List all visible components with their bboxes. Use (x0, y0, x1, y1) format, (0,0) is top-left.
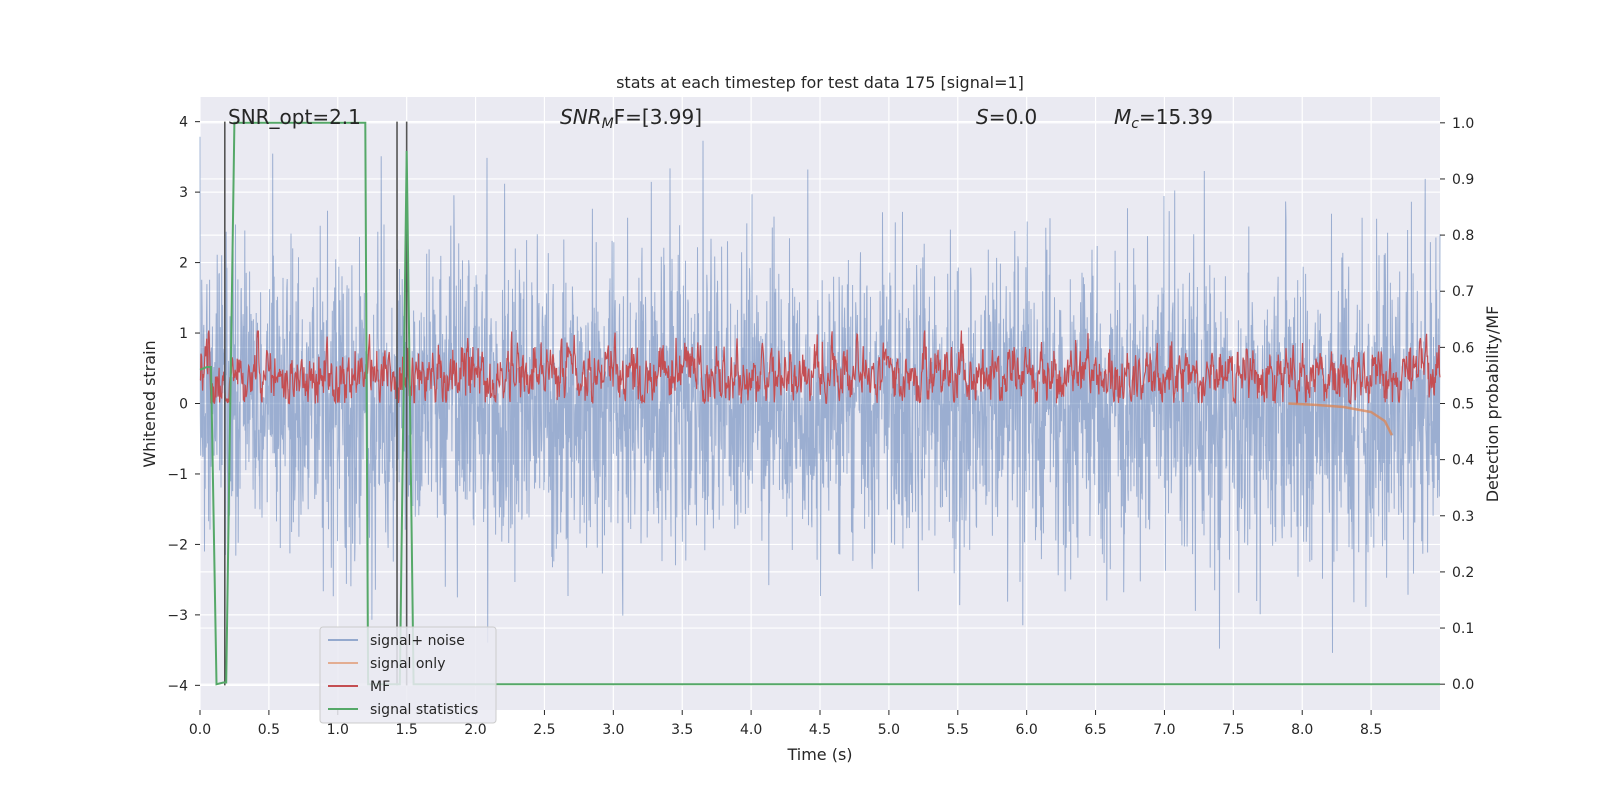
y-tick-label: 3 (179, 185, 188, 201)
legend: signal+ noise signal only MF signal stat… (319, 626, 497, 724)
legend-label-signal-only: signal only (370, 656, 445, 672)
x-tick-label: 8.0 (1291, 722, 1313, 738)
legend-label-signal-statistics: signal statistics (370, 702, 478, 718)
x-tick-label: 5.5 (947, 722, 969, 738)
y-tick-label: 0 (179, 397, 188, 413)
annotation-s-label: S (976, 105, 989, 129)
legend-label-mf: MF (370, 679, 390, 695)
annotation-snr-mf: SNRMF=[3.99] (560, 105, 702, 132)
annotation-snr-mf-label: SNR (560, 105, 602, 129)
line-signal-only (1288, 402, 1393, 436)
x-tick-label: 4.5 (809, 722, 831, 738)
x-axis-label: Time (s) (786, 745, 852, 764)
x-tick-label: 1.5 (396, 722, 418, 738)
annotation-snr-mf-sub: M (602, 116, 614, 132)
x-tick-label: 1.0 (327, 722, 349, 738)
y-tick-label: −2 (167, 537, 188, 553)
annotation-snr-opt: SNR_opt=2.1 (228, 105, 361, 129)
chart-title: stats at each timestep for test data 175… (616, 73, 1024, 92)
y-right-tick-label: 1.0 (1452, 116, 1474, 132)
y-right-tick-label: 0.7 (1452, 284, 1474, 300)
y-axis-ticks: −4 −3 −2 −1 0 1 2 3 4 (167, 115, 200, 694)
x-tick-label: 6.0 (1016, 722, 1038, 738)
line-signal-statistics (199, 121, 1440, 686)
y-right-tick-label: 0.3 (1452, 509, 1474, 525)
y-right-tick-label: 0.1 (1452, 621, 1474, 637)
y-right-axis-label: Detection probability/MF (1483, 306, 1502, 503)
y-tick-label: 1 (179, 326, 188, 342)
x-tick-label: 3.0 (602, 722, 624, 738)
y-right-tick-label: 0.6 (1452, 340, 1474, 356)
y-tick-label: −4 (167, 678, 188, 694)
y-right-tick-label: 0.5 (1452, 397, 1474, 413)
x-tick-label: 2.5 (533, 722, 555, 738)
y-tick-label: 2 (179, 256, 188, 272)
series-signal-statistics (199, 121, 1440, 686)
x-tick-label: 8.5 (1360, 722, 1382, 738)
annotation-s: S=0.0 (976, 105, 1037, 129)
annotation-s-value: =0.0 (989, 105, 1038, 129)
x-tick-label: 2.0 (464, 722, 486, 738)
x-tick-label: 7.5 (1222, 722, 1244, 738)
x-tick-label: 5.0 (878, 722, 900, 738)
y-axis-label: Whitened strain (140, 340, 159, 467)
x-axis-ticks: 0.0 0.5 1.0 1.5 2.0 2.5 3.0 3.5 4.0 4.5 5.0 5.5 6.0 6… (189, 710, 1382, 738)
x-tick-label: 0.0 (189, 722, 211, 738)
x-tick-label: 6.5 (1084, 722, 1106, 738)
y-right-tick-label: 0.8 (1452, 228, 1474, 244)
y-right-tick-label: 0.0 (1452, 677, 1474, 693)
y-right-tick-label: 0.4 (1452, 453, 1474, 469)
series-signal-only (1288, 402, 1393, 436)
y-tick-label: −3 (167, 608, 188, 624)
annotation-mc-label: M (1114, 105, 1131, 129)
y-right-axis-ticks: 0.0 0.1 0.2 0.3 0.4 0.5 0.6 0.7 0.8 0.9 1.0 (1440, 116, 1474, 693)
legend-label-signal-noise: signal+ noise (370, 633, 465, 649)
y-tick-label: −1 (167, 467, 188, 483)
annotation-mc: Mc=15.39 (1114, 105, 1213, 132)
x-tick-label: 4.0 (740, 722, 762, 738)
annotation-mc-sub: c (1131, 116, 1139, 132)
x-tick-label: 3.5 (671, 722, 693, 738)
y-right-tick-label: 0.9 (1452, 172, 1474, 188)
annotation-snr-mf-suffix: F=[3.99] (614, 105, 702, 129)
legend-box (319, 626, 497, 724)
annotation-mc-value: =15.39 (1139, 105, 1213, 129)
x-tick-label: 7.0 (1153, 722, 1175, 738)
x-tick-label: 0.5 (258, 722, 280, 738)
y-right-tick-label: 0.2 (1452, 565, 1474, 581)
y-tick-label: 4 (179, 115, 188, 131)
